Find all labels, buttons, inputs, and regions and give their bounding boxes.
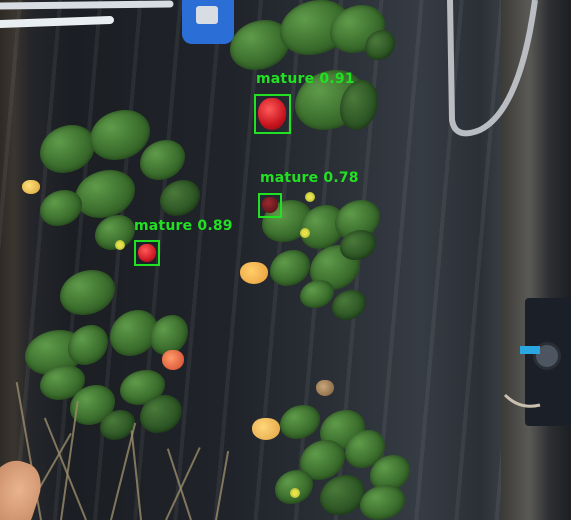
unripe-berry <box>240 262 268 284</box>
dried-berry <box>316 380 334 396</box>
flower <box>290 488 300 498</box>
unripe-berry <box>22 180 40 194</box>
detection-label: mature 0.78 <box>260 170 359 186</box>
flower <box>115 240 125 250</box>
detection-box <box>134 240 160 266</box>
partly-ripe-berry <box>162 350 184 370</box>
detection-label: mature 0.89 <box>134 218 233 234</box>
detection-label: mature 0.91 <box>256 71 355 87</box>
robot-gripper-inner <box>196 6 218 24</box>
mature-berry <box>262 197 278 213</box>
unripe-berry <box>252 418 280 440</box>
mature-berry <box>138 244 156 262</box>
detection-box <box>258 193 282 218</box>
detection-box <box>254 94 291 134</box>
flower <box>305 192 315 202</box>
flower <box>300 228 310 238</box>
machine-knob <box>533 342 561 370</box>
mature-berry <box>258 98 286 130</box>
